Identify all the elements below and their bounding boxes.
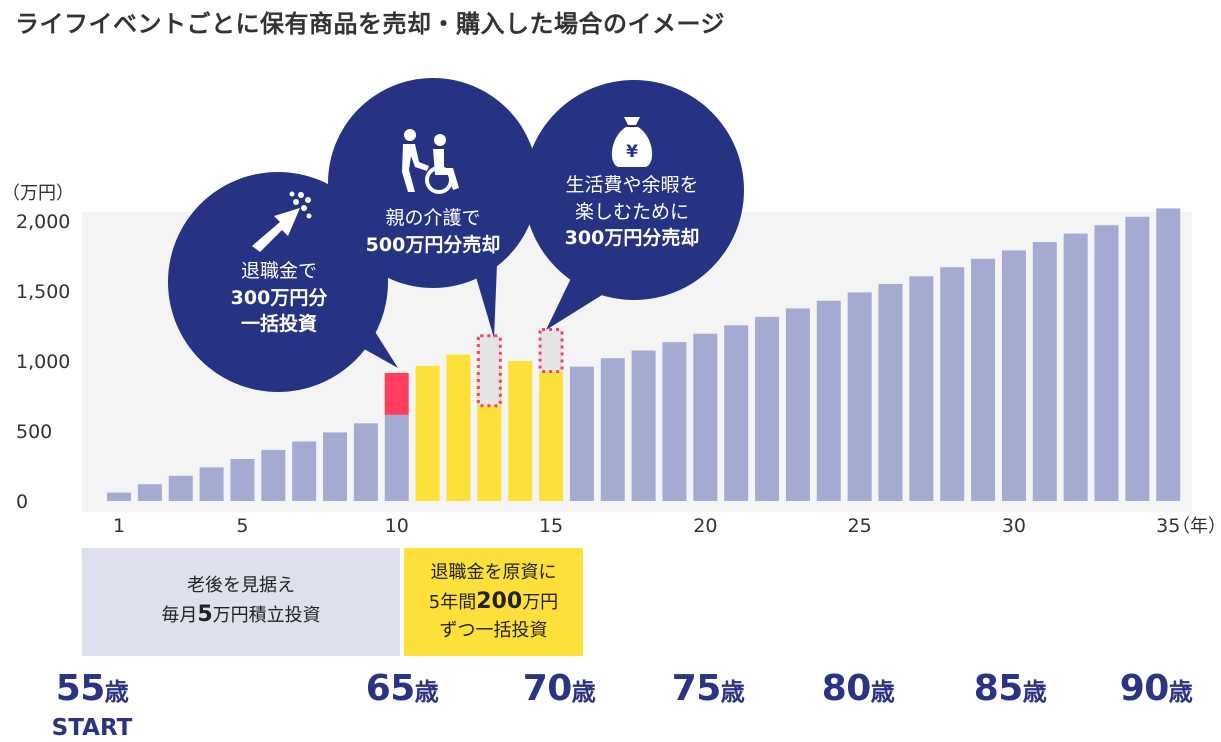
phase-lump-box: 退職金を原資に 5年間200万円 ずつ一括投資 <box>404 548 583 656</box>
bubble-leisure-text: 生活費や余暇を 楽しむために 300万円分売却 <box>565 172 700 252</box>
bar-year-21 <box>724 325 749 501</box>
bubble-retirement-tail <box>330 300 398 368</box>
age-label-65: 65歳 <box>365 668 439 709</box>
x-tick-label: 30 <box>1002 515 1026 537</box>
bouquet-icon <box>252 191 312 252</box>
bar-year-17 <box>600 358 625 501</box>
bar-year-27 <box>909 276 934 501</box>
bubble-care-line1: 親の介護で <box>385 207 481 229</box>
bubble-care-text: 親の介護で 500万円分売却 <box>366 205 501 258</box>
bar-year-18 <box>631 350 656 501</box>
bar-year-7 <box>292 441 317 501</box>
bar-year-11 <box>415 365 440 501</box>
phase-monthly-line2: 毎月5万円積立投資 <box>161 602 321 628</box>
age-label-55: 55歳 <box>55 668 129 709</box>
start-label: START <box>51 715 133 741</box>
bubble-leisure-circle <box>524 80 744 300</box>
x-tick-label: 15 <box>539 515 563 537</box>
bar-year-14 <box>508 361 533 501</box>
bar-year-30 <box>1001 250 1026 501</box>
page-title: ライフイベントごとに保有商品を売却・購入した場合のイメージ <box>15 10 726 38</box>
x-tick-label: 5 <box>236 515 248 537</box>
bar-year-20 <box>693 333 718 501</box>
bar-year-22 <box>755 316 780 501</box>
bubble-care-circle <box>328 78 538 288</box>
speech-bubbles <box>168 78 744 392</box>
age-label-70: 70歳 <box>522 668 596 709</box>
y-tick-label: 1,500 <box>16 281 70 303</box>
phase-lump-line2: 5年間200万円 <box>428 589 559 615</box>
bar-year-33 <box>1094 225 1119 501</box>
bubble-icons: ¥ <box>252 117 653 252</box>
bar-year-9 <box>353 423 378 501</box>
bar-year-4 <box>199 467 224 501</box>
bar-year-5 <box>230 459 255 501</box>
bubble-retirement-line3: 一括投資 <box>240 313 318 336</box>
bubble-leisure-tail <box>546 270 610 330</box>
bubble-care-tail <box>468 240 498 338</box>
bubble-leisure-line1: 生活費や余暇を <box>565 174 699 196</box>
bar-year-2 <box>137 484 162 501</box>
phase-monthly-box: 老後を見据え 毎月5万円積立投資 <box>82 548 400 656</box>
bar-year-16 <box>569 366 594 501</box>
bar-year-15 <box>539 371 564 501</box>
age-label-80: 80歳 <box>821 668 895 709</box>
bar-year-3 <box>168 475 193 501</box>
bubble-retirement-line1: 退職金で <box>240 260 318 282</box>
bar-year-29 <box>971 258 996 501</box>
bar-year-1 <box>107 492 131 501</box>
money-bag-icon: ¥ <box>611 117 653 167</box>
bar-year-24 <box>816 300 841 501</box>
bar-year-10 <box>384 414 409 501</box>
y-unit-label: （万円） <box>2 183 74 204</box>
bar-year-31 <box>1032 242 1057 501</box>
phase-monthly-line1: 老後を見据え <box>187 575 295 596</box>
y-tick-label: 0 <box>16 491 28 513</box>
sold-portion-year-15 <box>538 328 564 373</box>
bubble-retirement-circle <box>168 172 388 392</box>
bar-year-12 <box>446 354 471 501</box>
x-tick-label: 10 <box>385 515 409 537</box>
age-label-90: 90歳 <box>1119 668 1193 709</box>
bubble-leisure <box>524 80 744 330</box>
bubble-care <box>328 78 538 338</box>
bar-year-35 <box>1156 208 1181 501</box>
bubble-retirement-line2: 300万円分 <box>230 286 328 309</box>
bar-year-25 <box>847 292 872 501</box>
bubble-leisure-line2: 楽しむために <box>574 200 690 223</box>
bar-year-26 <box>878 284 903 501</box>
chart-bars <box>107 208 1181 502</box>
y-tick-label: 500 <box>16 421 52 443</box>
sold-portion-year-13 <box>476 334 502 408</box>
x-tick-label: 35 <box>1156 515 1180 537</box>
bar-year-8 <box>323 432 348 501</box>
age-label-85: 85歳 <box>973 668 1047 709</box>
x-tick-label: 20 <box>693 515 717 537</box>
bubble-leisure-line3: 300万円分売却 <box>564 227 700 250</box>
bar-year-6 <box>261 449 286 501</box>
bar-year-28 <box>940 267 965 501</box>
wheelchair-icon <box>402 129 459 194</box>
x-tick-label: 25 <box>848 515 872 537</box>
bubble-retirement <box>168 172 398 392</box>
y-tick-label: 2,000 <box>16 211 70 233</box>
x-unit-label: （年） <box>1172 516 1221 537</box>
bar-year-19 <box>662 342 687 501</box>
age-label-75: 75歳 <box>671 668 745 709</box>
phase-lump-line1: 退職金を原資に <box>430 561 557 583</box>
bar-year-34 <box>1125 216 1150 502</box>
y-tick-label: 1,000 <box>16 351 70 373</box>
lump-sum-segment <box>384 372 409 415</box>
bubble-care-line2: 500万円分売却 <box>365 233 501 256</box>
svg-text:¥: ¥ <box>626 142 638 162</box>
phase-lump-line3: ずつ一括投資 <box>439 619 548 641</box>
bar-year-32 <box>1063 233 1088 501</box>
x-tick-label: 1 <box>113 515 125 537</box>
bubble-retirement-text: 退職金で 300万円分 一括投資 <box>231 258 328 338</box>
bar-year-23 <box>785 308 810 501</box>
